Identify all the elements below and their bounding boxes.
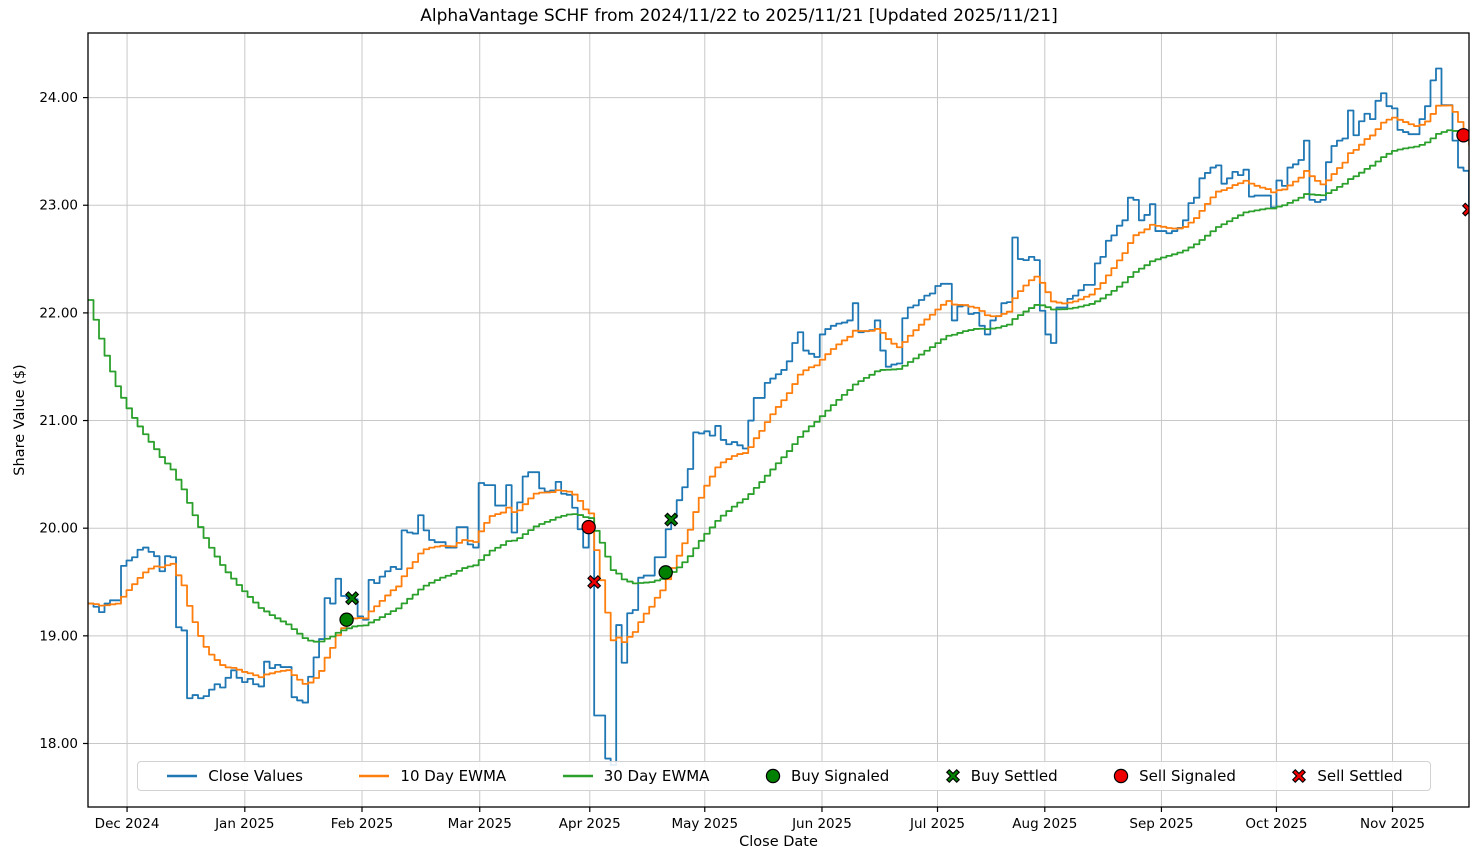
10-day-ewma-line	[88, 104, 1469, 685]
y-tick-label: 21.00	[39, 413, 78, 429]
x-axis-label: Close Date	[739, 834, 818, 850]
x-tick-label: Nov 2025	[1360, 816, 1425, 832]
grid	[88, 33, 1469, 807]
y-tick-label: 23.00	[39, 198, 78, 214]
buy-settled-marker-sample	[945, 768, 960, 784]
sell-settled-marker-sample	[1292, 768, 1307, 784]
x-tick-label: Dec 2024	[95, 816, 160, 832]
sell-settled-marker	[1461, 202, 1469, 217]
legend-item-10-day-ewma: 10 Day EWMA	[357, 767, 506, 785]
legend: Close Values 10 Day EWMA 30 Day EWMA Buy Si…	[137, 761, 1431, 791]
legend-item-30-day-ewma: 30 Day EWMA	[561, 767, 710, 785]
legend-label-close-values: Close Values	[208, 767, 303, 785]
30-day-ewma-line	[88, 129, 1469, 643]
x-tick-label: Mar 2025	[448, 816, 512, 832]
tick-labels: Dec 2024 Jan 2025 Feb 2025 Mar 2025 Apr 2025…	[39, 90, 1425, 832]
sell-signaled-marker	[581, 519, 596, 535]
buy-signaled-marker-sample	[765, 768, 781, 784]
y-tick-label: 20.00	[39, 521, 78, 537]
y-tick-label: 22.00	[39, 305, 78, 321]
x-tick-label: Oct 2025	[1245, 816, 1307, 832]
x-tick-label: Jan 2025	[214, 816, 274, 832]
legend-item-close-values: Close Values	[165, 767, 303, 785]
sell-settled-marker	[587, 574, 602, 590]
y-tick-label: 24.00	[39, 90, 78, 106]
legend-swatch-30-day-ewma-line	[562, 774, 593, 778]
chart-title: AlphaVantage SCHF from 2024/11/22 to 202…	[420, 6, 1058, 26]
legend-label-buy-signaled: Buy Signaled	[790, 767, 890, 785]
x-tick-label: Feb 2025	[331, 816, 394, 832]
buy-settled-marker	[664, 512, 679, 527]
legend-item-sell-settled: Sell Settled	[1290, 767, 1403, 785]
x-tick-label: Apr 2025	[559, 816, 621, 832]
y-tick-label: 19.00	[39, 628, 78, 644]
x-tick-label: Sep 2025	[1129, 816, 1193, 832]
close-values-line	[88, 67, 1469, 766]
signal-markers	[339, 128, 1469, 627]
y-axis-label: Share Value ($)	[12, 364, 28, 476]
legend-swatch-buy-signaled-icon	[765, 768, 781, 784]
legend-label-buy-settled: Buy Settled	[970, 767, 1058, 785]
x-tick-label: Jun 2025	[791, 816, 852, 832]
legend-item-buy-signaled: Buy Signaled	[764, 767, 889, 785]
series-lines	[88, 67, 1469, 766]
legend-swatch-10-day-ewma-line	[359, 774, 390, 778]
legend-label-sell-settled: Sell Settled	[1317, 767, 1403, 785]
legend-swatch-sell-signaled-icon	[1113, 768, 1129, 784]
legend-swatch-buy-settled-icon	[945, 768, 960, 784]
buy-signaled-marker	[339, 612, 354, 627]
sell-signaled-marker-sample	[1113, 768, 1129, 784]
legend-swatch-close-values-line	[167, 774, 198, 778]
sell-signaled-marker	[1456, 128, 1469, 143]
legend-label-sell-signaled: Sell Signaled	[1139, 767, 1236, 785]
tick-marks	[83, 96, 1394, 812]
legend-label-30-day-ewma: 30 Day EWMA	[603, 767, 710, 785]
legend-item-buy-settled: Buy Settled	[944, 767, 1058, 785]
buy-settled-marker	[345, 591, 360, 606]
legend-swatch-sell-settled-icon	[1292, 768, 1307, 784]
x-tick-label: Jul 2025	[909, 816, 965, 832]
y-tick-label: 18.00	[39, 736, 78, 752]
x-tick-label: May 2025	[671, 816, 738, 832]
legend-item-sell-signaled: Sell Signaled	[1112, 767, 1236, 785]
legend-label-10-day-ewma: 10 Day EWMA	[400, 767, 507, 785]
plot-border	[87, 32, 1470, 808]
x-tick-label: Aug 2025	[1012, 816, 1077, 832]
buy-signaled-marker	[658, 565, 673, 580]
